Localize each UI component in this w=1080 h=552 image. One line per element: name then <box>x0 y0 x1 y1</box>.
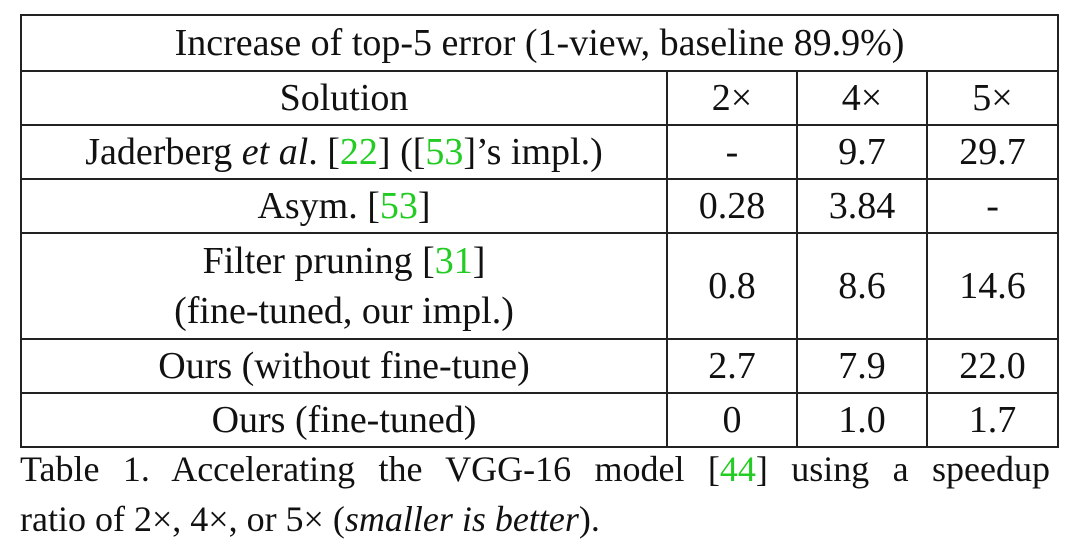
cell-value: 22.0 <box>925 338 1060 394</box>
citation-link[interactable]: 53 <box>425 131 464 173</box>
cell-value: 0 <box>666 392 798 448</box>
caption-text: Table 1. Accelerating the VGG-16 model [ <box>20 449 720 489</box>
header-5x: 5× <box>925 70 1060 126</box>
caption-line-1: Table 1. Accelerating the VGG-16 model [… <box>20 444 1050 494</box>
results-table-container: Increase of top-5 error (1-view, baselin… <box>19 14 1060 448</box>
solution-text: ] <box>417 185 431 227</box>
row-solution-ours-no-finetune: Ours (without fine-tune) <box>20 338 668 394</box>
solution-text: ]’s impl.) <box>463 131 603 173</box>
solution-text: Asym. [ <box>257 185 380 227</box>
solution-text: Filter pruning [ <box>202 240 435 282</box>
table-header-row: Solution 2× 4× 5× <box>20 70 1060 126</box>
table-row: Ours (fine-tuned) 0 1.0 1.7 <box>20 392 1060 448</box>
cell-value: 29.7 <box>925 124 1060 180</box>
table-row: Asym. [53] 0.28 3.84 - <box>20 178 1060 234</box>
citation-link[interactable]: 31 <box>434 240 473 282</box>
cell-value: 14.6 <box>925 232 1060 340</box>
table-title-row: Increase of top-5 error (1-view, baselin… <box>19 14 1060 72</box>
caption-text: ). <box>578 499 600 539</box>
citation-link[interactable]: 22 <box>339 131 378 173</box>
cell-value: 0.8 <box>666 232 798 340</box>
cell-value: 2.7 <box>666 338 798 394</box>
header-4x: 4× <box>796 70 928 126</box>
caption-text: ratio of 2×, 4×, or 5× ( <box>20 499 345 539</box>
solution-text: ] ([ <box>377 131 426 173</box>
table-row: Jaderberg et al. [22] ([53]’s impl.) - 9… <box>20 124 1060 180</box>
cell-value: 1.7 <box>925 392 1060 448</box>
caption-text: ] using a speedup <box>755 449 1050 489</box>
header-solution: Solution <box>20 70 668 126</box>
cell-value: 8.6 <box>796 232 928 340</box>
cell-value: - <box>925 178 1060 234</box>
solution-text: ] <box>472 240 486 282</box>
table-title: Increase of top-5 error (1-view, baselin… <box>19 14 1060 72</box>
table-row: Filter pruning [31] (fine-tuned, our impl… <box>20 232 1060 340</box>
citation-link[interactable]: 53 <box>379 185 418 227</box>
solution-italic-text: et al <box>241 131 309 173</box>
row-solution-filter-pruning: Filter pruning [31] (fine-tuned, our impl… <box>20 232 668 340</box>
row-solution-jaderberg: Jaderberg et al. [22] ([53]’s impl.) <box>20 124 668 180</box>
cell-value: 3.84 <box>796 178 928 234</box>
caption-italic-text: smaller is better <box>344 499 579 539</box>
table-caption: Table 1. Accelerating the VGG-16 model [… <box>20 444 1050 544</box>
caption-line-2: ratio of 2×, 4×, or 5× (smaller is bette… <box>20 494 1050 544</box>
cell-value: - <box>666 124 798 180</box>
results-table: Increase of top-5 error (1-view, baselin… <box>19 14 1060 448</box>
table-row: Ours (without fine-tune) 2.7 7.9 22.0 <box>20 338 1060 394</box>
cell-value: 1.0 <box>796 392 928 448</box>
cell-value: 7.9 <box>796 338 928 394</box>
citation-link[interactable]: 44 <box>719 449 756 489</box>
solution-text: . [ <box>308 131 340 173</box>
row-solution-ours-finetuned: Ours (fine-tuned) <box>20 392 668 448</box>
solution-line-2: (fine-tuned, our impl.) <box>174 290 514 332</box>
header-2x: 2× <box>666 70 798 126</box>
solution-text: Jaderberg <box>85 131 242 173</box>
row-solution-asym: Asym. [53] <box>20 178 668 234</box>
solution-line-1: Filter pruning [31] <box>26 236 662 286</box>
cell-value: 0.28 <box>666 178 798 234</box>
cell-value: 9.7 <box>796 124 928 180</box>
